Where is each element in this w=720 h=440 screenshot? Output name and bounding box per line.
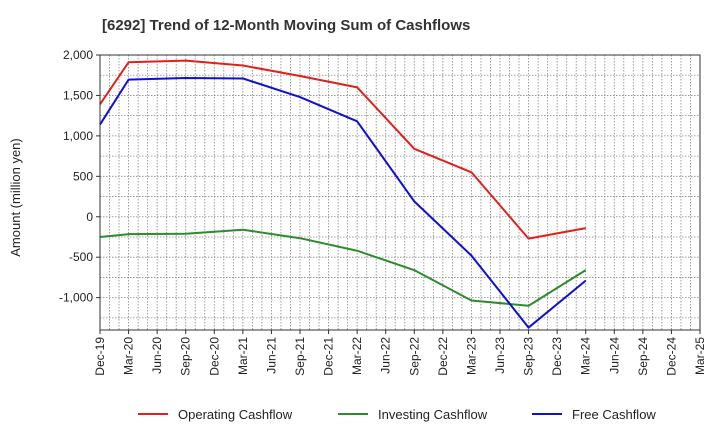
x-tick-label: Jun-22 (379, 337, 393, 374)
x-tick-label: Sep-23 (522, 337, 536, 376)
y-tick-label: 1,500 (63, 88, 93, 102)
x-tick-labels: Dec-19 Mar-20 Jun-20 Sep-20 Dec-20 Mar-21 Jun-… (93, 330, 707, 376)
x-tick-label: Mar-23 (464, 337, 478, 375)
plot-border (99, 54, 701, 331)
x-tick-label: Mar-22 (350, 337, 364, 375)
legend: Operating Cashflow Investing Cashflow Free… (138, 407, 656, 422)
legend-label: Operating Cashflow (178, 407, 293, 422)
y-tick-label: -500 (69, 250, 93, 264)
chart-title: [6292] Trend of 12-Month Moving Sum of C… (102, 17, 470, 34)
x-tick-label: Dec-23 (550, 337, 564, 376)
x-tick-label: Jun-21 (264, 337, 278, 374)
legend-label: Investing Cashflow (378, 407, 488, 422)
legend-item-free-cashflow: Free Cashflow (532, 407, 656, 422)
series-line-investing-cashflow (99, 228, 587, 307)
x-tick-label: Dec-24 (664, 337, 678, 376)
x-tick-label: Jun-23 (493, 337, 507, 374)
plot-frame (99, 54, 701, 331)
x-tick-label: Jun-20 (150, 337, 164, 374)
x-tick-label: Sep-20 (179, 337, 193, 376)
series-lines (99, 59, 587, 329)
x-tick-label: Sep-24 (636, 337, 650, 376)
series-line-operating-cashflow (99, 59, 586, 240)
y-tick-label: 0 (86, 210, 93, 224)
x-tick-label: Mar-20 (122, 337, 136, 375)
y-axis-label: Amount (million yen) (8, 138, 23, 257)
x-tick-label: Dec-19 (93, 337, 107, 376)
y-tick-label: -1,000 (59, 291, 93, 305)
grid-lines (100, 55, 700, 330)
x-tick-label: Mar-21 (236, 337, 250, 375)
x-tick-label: Mar-24 (579, 337, 593, 375)
x-tick-label: Dec-20 (207, 337, 221, 376)
legend-label: Free Cashflow (572, 407, 656, 422)
series-line-free-cashflow (99, 77, 587, 329)
y-tick-labels: 2,000 1,500 1,000 500 0 -500 -1,000 (59, 48, 100, 305)
x-tick-label: Mar-25 (693, 337, 707, 375)
y-tick-label: 500 (73, 169, 93, 183)
y-tick-label: 2,000 (63, 48, 93, 62)
y-tick-label: 1,000 (63, 129, 93, 143)
legend-item-operating-cashflow: Operating Cashflow (138, 407, 293, 422)
x-tick-label: Dec-22 (436, 337, 450, 376)
x-tick-label: Sep-21 (293, 337, 307, 376)
x-tick-label: Sep-22 (407, 337, 421, 376)
x-tick-label: Dec-21 (322, 337, 336, 376)
x-tick-label: Jun-24 (607, 337, 621, 374)
legend-item-investing-cashflow: Investing Cashflow (338, 407, 488, 422)
